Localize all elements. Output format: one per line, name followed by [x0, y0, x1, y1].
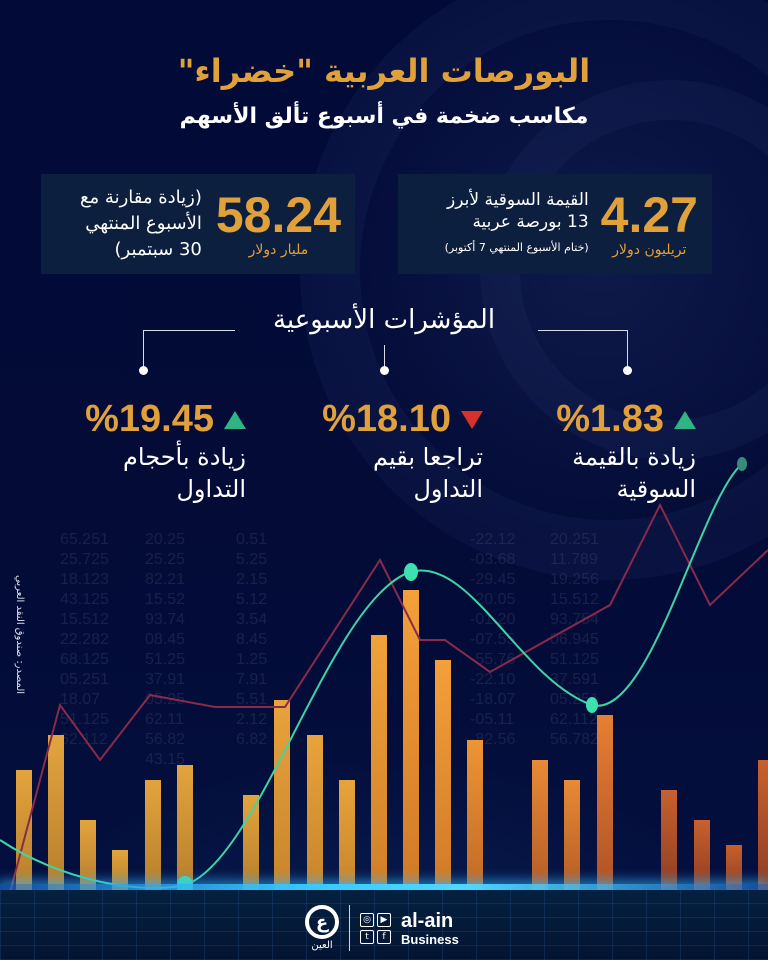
indicator-market-value: %1.83 زيادة بالقيمة السوقية: [556, 398, 696, 505]
market-cap-line2: 13 بورصة عربية: [472, 212, 589, 232]
indicator-label: التداول: [176, 475, 246, 503]
increase-unit: مليار دولار: [248, 242, 309, 258]
section-title: المؤشرات الأسبوعية: [272, 305, 496, 335]
bar: [80, 820, 96, 890]
brand-top: al-ain: [401, 909, 454, 932]
bar: [661, 790, 677, 890]
market-cap-value: 4.27: [600, 187, 698, 243]
down-arrow-icon: [461, 410, 483, 429]
youtube-icon: ▶: [377, 912, 391, 927]
indicator-label: السوقية: [616, 475, 696, 503]
bar: [112, 850, 128, 890]
bar: [467, 740, 483, 890]
market-cap-box: 4.27 تريليون دولار القيمة السوقية لأبرز …: [398, 174, 712, 274]
bar: [48, 735, 64, 890]
increase-line3: 30 سبتمبر): [114, 239, 202, 260]
connector-dot: [139, 366, 148, 375]
connector-line: [143, 330, 144, 368]
bar: [16, 770, 32, 890]
bar: [694, 820, 710, 890]
indicator-label: زيادة بأحجام: [123, 443, 246, 471]
increase-value: 58.24: [215, 187, 341, 243]
al-ain-logo-name: العين: [311, 940, 333, 951]
indicator-head: %18.10: [322, 398, 483, 441]
market-cap-figure: 4.27 تريليون دولار: [601, 190, 698, 258]
divider: [349, 905, 350, 951]
ticker-background: 0.51 5.25 2.15 5.12 3.54 8.45 1.25 7.91 5.51 2.12…: [236, 531, 268, 748]
indicator-head: %19.45: [85, 398, 246, 441]
brand-bottom: Business: [401, 931, 459, 947]
bar: [307, 735, 323, 890]
decorative-bar-chart: [0, 540, 768, 890]
connector-dot: [380, 366, 389, 375]
connector-dot: [623, 366, 632, 375]
bar: [532, 760, 548, 890]
bar: [145, 780, 161, 890]
connector-line: [384, 345, 385, 367]
indicator-trading-volume: %19.45 زيادة بأحجام التداول: [85, 398, 246, 505]
bar: [726, 845, 742, 890]
increase-figure: 58.24 مليار دولار: [216, 190, 341, 258]
connector-line: [143, 330, 235, 331]
indicator-value: %19.45: [85, 398, 214, 440]
ticker-background: -22.12 -03.68 -29.45 -20.05 -01.20 -07.55 -55.…: [470, 531, 516, 748]
bar: [564, 780, 580, 890]
indicator-value: %18.10: [322, 398, 451, 440]
market-cap-note: (ختام الأسبوع المنتهي 7 أكتوبر): [444, 241, 589, 254]
increase-description: (زيادة مقارنة مع الأسبوع المنتهي 30 سبتم…: [80, 185, 202, 263]
instagram-icon: ◎: [360, 912, 374, 927]
bar: [177, 765, 193, 890]
facebook-icon: f: [377, 929, 391, 944]
indicator-trading-value: %18.10 تراجعا بقيم التداول: [322, 398, 483, 505]
up-arrow-icon: [674, 410, 696, 429]
increase-box: 58.24 مليار دولار (زيادة مقارنة مع الأسب…: [41, 174, 355, 274]
bar: [339, 780, 355, 890]
up-arrow-icon: [224, 410, 246, 429]
grid-floor: [0, 890, 768, 960]
bar: [597, 715, 613, 890]
page-subtitle: مكاسب ضخمة في أسبوع تألق الأسهم: [179, 104, 589, 129]
bar: [371, 635, 387, 890]
indicator-label: التداول: [413, 475, 483, 503]
increase-line2: الأسبوع المنتهي: [85, 213, 202, 234]
bar: [435, 660, 451, 890]
market-cap-unit: تريليون دولار: [612, 242, 687, 258]
connector-line: [538, 330, 628, 331]
page-title: البورصات العربية "خضراء": [177, 52, 591, 90]
brand-name: al-ain Business: [401, 911, 459, 946]
indicator-label: تراجعا بقيم: [373, 443, 483, 471]
social-icons: ◎ ▶ t f: [360, 912, 391, 944]
indicator-head: %1.83: [556, 398, 696, 441]
al-ain-logo: ع العين: [305, 905, 339, 951]
market-cap-description: القيمة السوقية لأبرز 13 بورصة عربية (ختا…: [445, 189, 589, 259]
increase-line1: (زيادة مقارنة مع: [79, 187, 202, 208]
indicator-value: %1.83: [556, 398, 664, 440]
ticker-background: 65.251 25.725 18.123 43.125 15.512 22.282 68.1…: [60, 531, 109, 748]
connector-line: [627, 330, 628, 368]
glow-line: [0, 884, 768, 890]
source-note: المصدر: صندوق النقد العربي: [14, 575, 25, 695]
ticker-background: 20.25 25.25 82.21 15.52 93.74 08.45 51.25 37.91…: [145, 531, 186, 768]
bar: [403, 590, 419, 890]
al-ain-logo-icon: ع: [305, 905, 339, 939]
twitter-icon: t: [360, 929, 374, 944]
indicator-label: زيادة بالقيمة: [572, 443, 696, 471]
market-cap-line1: القيمة السوقية لأبرز: [447, 190, 589, 210]
bar: [758, 760, 768, 890]
footer-logos: ع العين ◎ ▶ t f al-ain Business: [305, 902, 459, 954]
